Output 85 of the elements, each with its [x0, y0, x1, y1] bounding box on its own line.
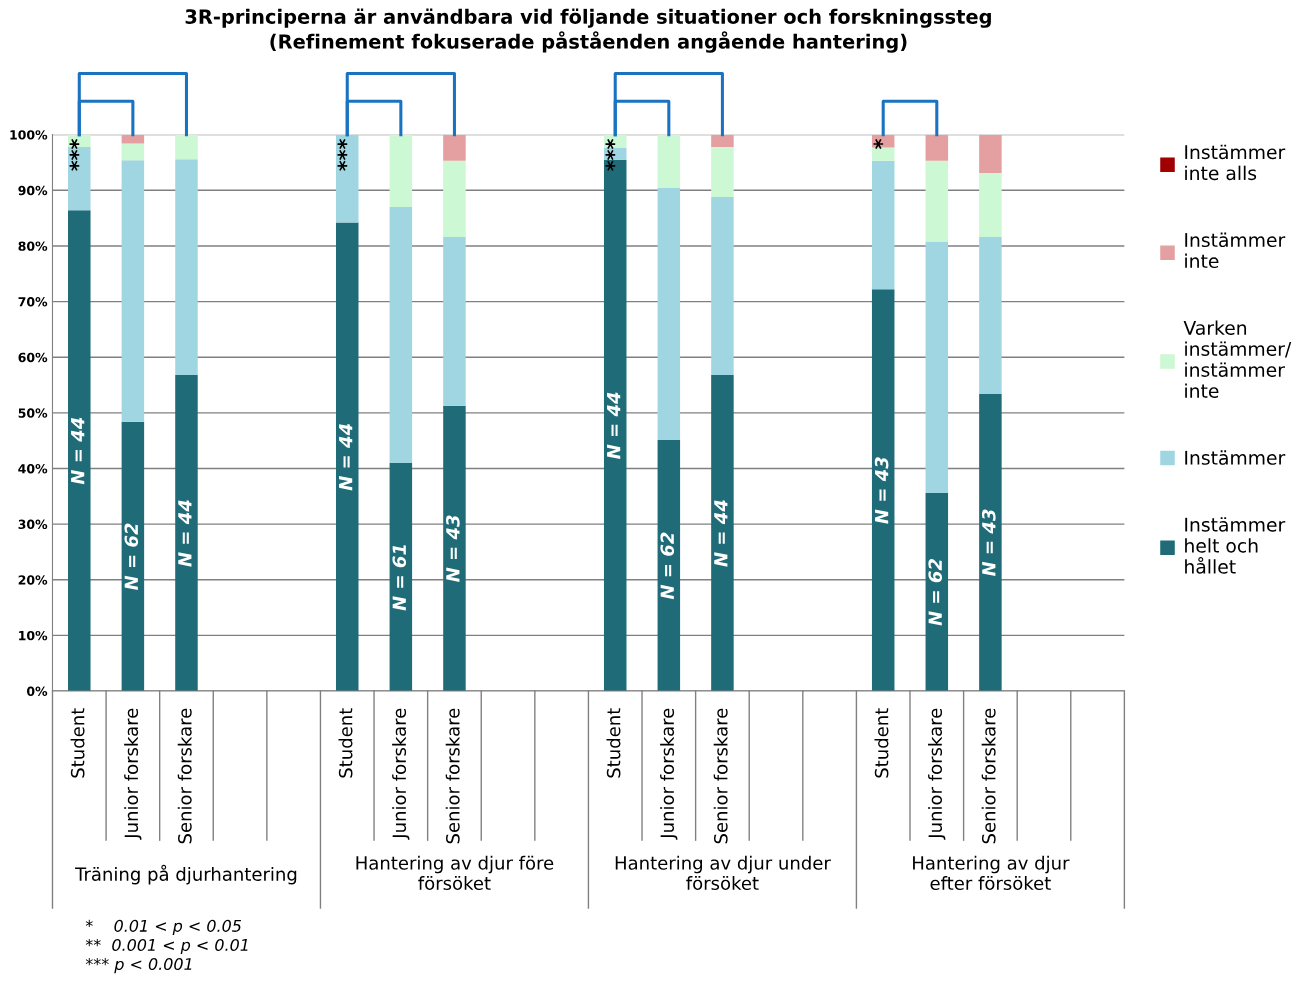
bar: [711, 134, 734, 147]
y-tick-label: 0%: [26, 686, 48, 696]
x-tick-label: Junior forskare: [928, 708, 946, 840]
legend-label: Instämmer inte alls: [1185, 144, 1286, 181]
annotation: N = 44: [607, 392, 621, 459]
bar: [443, 237, 466, 406]
bar: [871, 147, 895, 161]
y-tick-label: 80%: [18, 241, 48, 251]
bar: [979, 237, 1002, 394]
annotation: N = 43: [981, 509, 996, 577]
bar: [121, 421, 145, 692]
bar: [979, 393, 1002, 692]
bar: [175, 375, 198, 692]
x-tick-label: Student: [70, 708, 85, 778]
annotation: N = 62: [124, 523, 139, 590]
annotation: N = 62: [660, 532, 675, 600]
bar: [443, 134, 466, 161]
annotation: *: [873, 138, 884, 150]
x-tick-label: Junior forskare: [392, 708, 410, 840]
bar: [657, 188, 681, 441]
bar: [979, 134, 1002, 174]
y-tick-label: 20%: [18, 575, 48, 585]
y-tick-label: 50%: [18, 408, 48, 418]
y-tick-label: 60%: [18, 352, 48, 363]
legend-label: Instämmer: [1185, 450, 1286, 465]
bar: [925, 492, 949, 692]
bar: [443, 160, 466, 238]
x-tick-label: Junior forskare: [660, 708, 678, 840]
legend-label: Varken instämmer/ instämmer inte: [1183, 320, 1292, 398]
bar: [68, 210, 91, 692]
annotation: ***: [69, 138, 80, 171]
annotation: ***: [337, 138, 348, 171]
annotation: N = 43: [446, 515, 460, 582]
bar: [336, 222, 359, 692]
text: Träning på djurhantering: [75, 864, 297, 885]
chart-title: 3R-principerna är användbara vid följande situationer och forskningssteg (Refinement fokuserade påståenden angående hantering): [185, 8, 991, 53]
x-tick-label: Senior forskare: [445, 708, 460, 844]
bar: [389, 207, 413, 463]
annotation: N = 44: [714, 500, 728, 567]
bar: [121, 160, 145, 422]
legend-label: Instämmer inte: [1185, 232, 1286, 269]
y-tick-label: 10%: [19, 630, 48, 641]
bar: [121, 134, 145, 144]
bar: [711, 375, 734, 692]
annotation: N = 62: [928, 559, 943, 626]
bar: [336, 134, 359, 223]
bar: [925, 241, 949, 493]
text: Hantering av djur före försöket: [356, 855, 554, 890]
bar: [925, 160, 949, 242]
bar: [711, 196, 734, 376]
y-tick-label: 70%: [18, 297, 48, 307]
bar: [657, 134, 681, 189]
y-tick-label: 40%: [18, 463, 48, 474]
annotation: ***: [605, 138, 616, 171]
legend-label: Instämmer helt och hållet: [1185, 517, 1286, 574]
text: Hantering av djur efter försöket: [913, 855, 1070, 890]
bar: [389, 134, 413, 207]
x-tick-label: Senior forskare: [713, 708, 728, 844]
bar: [389, 462, 413, 692]
bar: [121, 143, 145, 161]
bar: [925, 134, 949, 161]
bar: [443, 405, 466, 692]
y-tick-label: 90%: [18, 185, 48, 196]
bar: [175, 134, 198, 160]
bar: [871, 160, 895, 290]
annotation: N = 61: [392, 545, 407, 611]
x-tick-label: Junior forskare: [124, 708, 142, 840]
x-tick-label: Student: [338, 708, 353, 778]
x-tick-label: Student: [606, 708, 621, 778]
x-tick-label: Senior forskare: [981, 708, 996, 844]
annotation: N = 43: [874, 457, 889, 524]
bar: [711, 146, 734, 197]
annotation: N = 44: [178, 500, 192, 567]
bar: [657, 440, 681, 692]
annotation: N = 44: [339, 423, 353, 491]
bar: [871, 289, 895, 692]
y-tick-label: 30%: [18, 519, 48, 530]
text: * 0.01 < p < 0.05 ** 0.001 < p < 0.01 *** p < 0.001: [85, 919, 248, 974]
y-tick-label: 100%: [10, 130, 48, 140]
bar: [979, 173, 1002, 238]
bar: [175, 159, 198, 376]
text: Hantering av djur under försöket: [615, 855, 831, 890]
x-tick-label: Senior forskare: [177, 708, 192, 844]
annotation: N = 44: [71, 417, 85, 485]
x-tick-label: Student: [874, 708, 889, 778]
